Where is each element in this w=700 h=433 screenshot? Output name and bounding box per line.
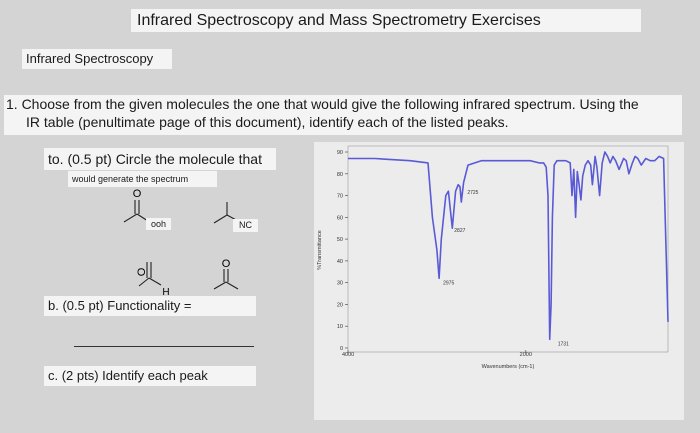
y-tick-label: 50 [337, 237, 343, 243]
x-axis-label: Wavenumbers (cm-1) [482, 364, 535, 370]
bond [213, 281, 227, 290]
molecule-1-group: ooh [146, 218, 171, 230]
molecule-aldehyde[interactable]: O H [133, 254, 193, 300]
y-tick-label: 80 [337, 172, 343, 178]
y-axis-label: %Transmittance [317, 230, 323, 270]
y-tick-label: 90 [337, 150, 343, 156]
bond [123, 213, 138, 223]
section-heading: Infrared Spectroscopy [22, 49, 172, 69]
part-a-sublabel: would generate the spectrum [68, 171, 217, 187]
question-text-line1: 1. Choose from the given molecules the o… [6, 96, 639, 112]
peak-label: 2725 [467, 190, 478, 196]
part-c-label: c. (2 pts) Identify each peak [44, 366, 256, 386]
molecule-3-oxygen: O [136, 267, 148, 276]
x-tick-label: 2000 [520, 352, 532, 358]
x-tick-label: 4000 [342, 352, 354, 358]
peak-label: 2975 [443, 280, 454, 286]
molecule-carboxylic-acid[interactable]: O [112, 186, 182, 234]
molecule-2-group: NC [233, 219, 258, 232]
ir-spectrum-panel [314, 142, 684, 420]
plot-frame [347, 145, 669, 353]
peak-label: 1731 [558, 341, 569, 347]
molecule-3-hydrogen: H [162, 287, 169, 298]
y-tick-label: 60 [337, 215, 343, 221]
question-text-line2: IR table (penultimate page of this docum… [26, 114, 509, 130]
spectrum-line [348, 151, 669, 341]
bond [138, 277, 150, 287]
bond [225, 281, 239, 290]
molecule-4-oxygen: O [222, 258, 231, 270]
answer-line[interactable] [74, 346, 254, 347]
y-tick-label: 30 [337, 281, 343, 287]
molecule-ketone[interactable]: O [205, 254, 249, 294]
bond [148, 277, 162, 286]
molecule-1-oxygen: O [133, 188, 142, 200]
y-tick-label: 20 [337, 302, 343, 308]
bond [213, 214, 228, 224]
y-tick-label: 0 [340, 346, 343, 352]
part-b-label: b. (0.5 pt) Functionality = [44, 296, 256, 316]
peak-label: 2827 [454, 228, 465, 234]
y-tick-label: 40 [337, 259, 343, 265]
y-tick-label: 10 [337, 324, 343, 330]
part-a-label: to. (0.5 pt) Circle the molecule that [44, 148, 276, 170]
y-tick-label: 70 [337, 194, 343, 200]
question-1: 1. Choose from the given molecules the o… [4, 95, 682, 135]
page-title: Infrared Spectroscopy and Mass Spectrome… [131, 9, 641, 32]
